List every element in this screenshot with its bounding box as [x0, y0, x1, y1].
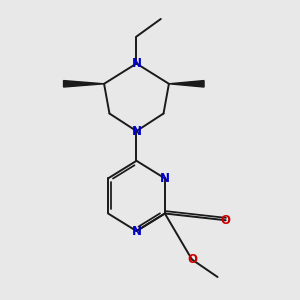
Polygon shape	[64, 81, 104, 87]
Text: O: O	[221, 214, 231, 227]
Text: N: N	[131, 225, 142, 238]
Text: O: O	[187, 253, 197, 266]
Text: N: N	[160, 172, 170, 185]
Polygon shape	[169, 81, 204, 87]
Text: N: N	[131, 124, 142, 138]
Text: N: N	[131, 57, 142, 70]
